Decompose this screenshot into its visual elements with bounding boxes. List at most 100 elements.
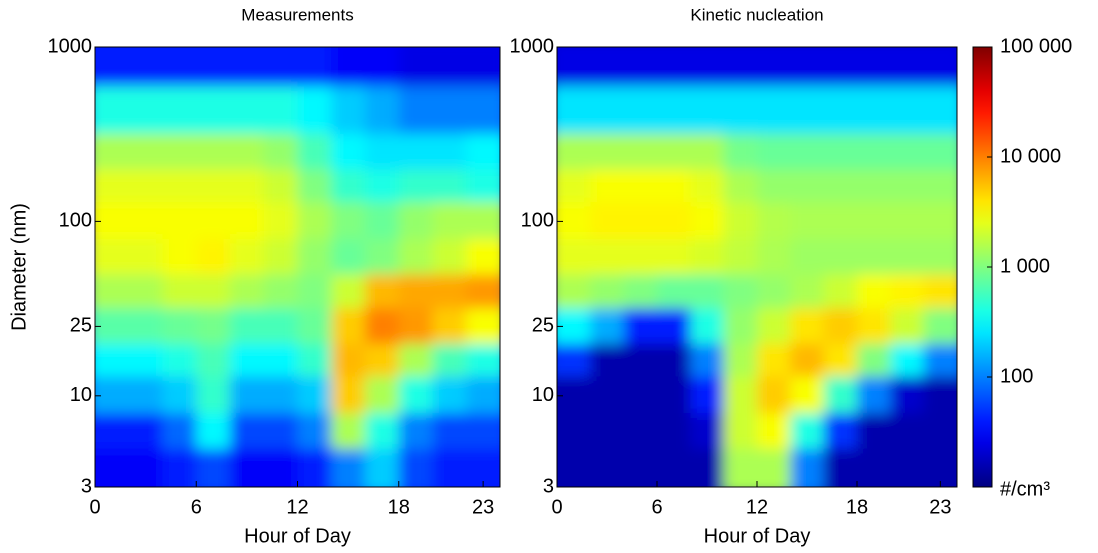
heatmap-cell — [557, 375, 591, 414]
heatmap-cell — [432, 375, 467, 414]
heatmap-cell — [757, 273, 791, 309]
heatmap-cell — [623, 343, 658, 377]
heatmap-cell — [162, 448, 197, 487]
heatmap-cell — [95, 273, 130, 309]
heatmap-cell — [657, 85, 691, 134]
heatmap-cell — [263, 307, 298, 344]
heatmap-cell — [365, 47, 400, 87]
heatmap-cell — [297, 273, 332, 309]
heatmap-cell — [196, 201, 231, 239]
heatmap-cell — [890, 375, 925, 414]
heatmap-cell — [690, 273, 725, 309]
heatmap-cell — [857, 85, 891, 134]
heatmap-cell — [331, 238, 366, 275]
heatmap-cell — [398, 307, 433, 344]
heatmap-cell — [466, 375, 500, 414]
colorbar-label: #/cm³ — [1000, 478, 1050, 500]
heatmap-cell — [95, 343, 130, 377]
heatmap-cell — [466, 412, 500, 449]
heatmap-cell — [331, 273, 366, 309]
heatmap-cell — [557, 273, 591, 309]
heatmap-cell — [95, 168, 130, 203]
heatmap-cell — [690, 168, 725, 203]
heatmap-cell — [263, 273, 298, 309]
y-tick-label: 25 — [70, 315, 92, 337]
heatmap-cell — [230, 273, 265, 309]
heatmap-cell — [723, 133, 758, 170]
heatmap-cell — [432, 307, 467, 344]
heatmap-cell — [923, 375, 957, 414]
heatmap-cell — [557, 307, 591, 344]
heatmap-cell — [297, 201, 332, 239]
heatmap-cell — [857, 201, 891, 239]
heatmap-cell — [557, 133, 591, 170]
heatmap-cell — [690, 238, 725, 275]
heatmap-cell — [823, 47, 858, 87]
heatmap-cell — [590, 201, 625, 239]
heatmap-cell — [823, 85, 858, 134]
y-tick-label: 10 — [70, 384, 92, 406]
heatmap-cell — [690, 412, 725, 449]
heatmap-cell — [890, 85, 925, 134]
heatmap-cell — [196, 168, 231, 203]
heatmap-cell — [790, 168, 825, 203]
heatmap-cell — [790, 273, 825, 309]
heatmap-cell — [690, 343, 725, 377]
heatmap-cell — [263, 85, 298, 134]
heatmap-cell — [263, 133, 298, 170]
heatmap-cell — [857, 343, 891, 377]
heatmap-cell — [365, 307, 400, 344]
heatmap-cell — [466, 238, 500, 275]
heatmap-cell — [723, 85, 758, 134]
heatmap-cell — [590, 85, 625, 134]
heatmap-cell — [398, 412, 433, 449]
heatmap-cell — [890, 412, 925, 449]
heatmap-cell — [297, 238, 332, 275]
heatmap-cell — [432, 238, 467, 275]
heatmap-cell — [95, 238, 130, 275]
heatmap-cell — [823, 168, 858, 203]
heatmap-cell — [162, 238, 197, 275]
heatmap-cell — [890, 168, 925, 203]
heatmap-cell — [890, 47, 925, 87]
heatmap-cell — [95, 47, 130, 87]
heatmap-cell — [857, 448, 891, 487]
heatmap-cell — [857, 412, 891, 449]
heatmap-cell — [723, 375, 758, 414]
heatmap-cell — [657, 133, 691, 170]
heatmap-cell — [128, 343, 163, 377]
heatmap-area — [95, 47, 500, 487]
heatmap-cell — [432, 412, 467, 449]
x-tick-label: 0 — [89, 496, 100, 518]
heatmap-cell — [857, 47, 891, 87]
heatmap-cell — [823, 343, 858, 377]
heatmap-cell — [365, 343, 400, 377]
heatmap-cell — [590, 168, 625, 203]
heatmap-cell — [95, 307, 130, 344]
heatmap-cell — [857, 133, 891, 170]
heatmap-cell — [623, 168, 658, 203]
heatmap-cell — [128, 238, 163, 275]
heatmap-cell — [890, 133, 925, 170]
heatmap-cell — [230, 448, 265, 487]
heatmap-cell — [657, 343, 691, 377]
heatmap-cell — [723, 238, 758, 275]
heatmap-cell — [757, 201, 791, 239]
colorbar-tick-label: 100 — [1000, 365, 1033, 387]
heatmap-cell — [657, 238, 691, 275]
heatmap-cell — [365, 375, 400, 414]
heatmap-cell — [757, 85, 791, 134]
heatmap-cell — [128, 412, 163, 449]
heatmap-cell — [230, 201, 265, 239]
heatmap-cell — [128, 448, 163, 487]
heatmap-cell — [823, 448, 858, 487]
heatmap-cell — [398, 201, 433, 239]
heatmap-cell — [590, 448, 625, 487]
heatmap-cell — [657, 307, 691, 344]
heatmap-cell — [790, 307, 825, 344]
heatmap-cell — [263, 168, 298, 203]
heatmap-cell — [823, 273, 858, 309]
heatmap-cell — [466, 133, 500, 170]
heatmap-cell — [757, 133, 791, 170]
